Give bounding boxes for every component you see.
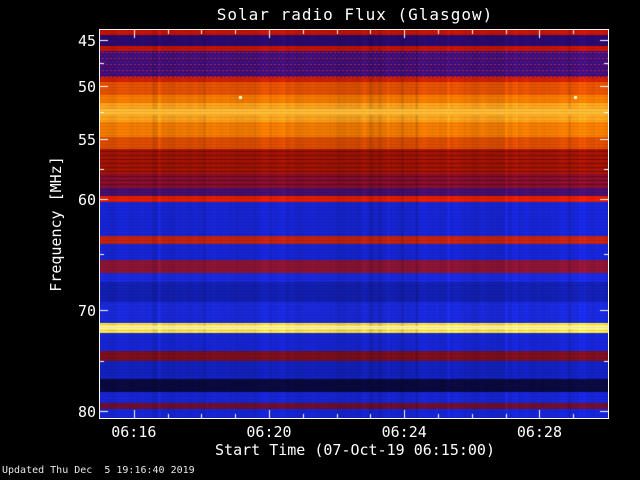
x-tick-label: 06:24 (381, 423, 427, 441)
y-tick-label: 80 (77, 403, 96, 422)
x-axis-label: Start Time (07-Oct-19 06:15:00) (215, 441, 495, 459)
y-tick-label: 60 (77, 190, 96, 209)
plot-area (99, 29, 609, 419)
y-tick-label: 55 (77, 130, 96, 149)
y-tick-label: 70 (77, 302, 96, 321)
x-tick-label: 06:16 (111, 423, 157, 441)
x-tick-label: 06:28 (516, 423, 562, 441)
spectrogram-canvas (100, 30, 608, 418)
chart-title: Solar radio Flux (Glasgow) (216, 5, 494, 24)
y-tick-label: 50 (77, 77, 96, 96)
x-tick-label: 06:20 (246, 423, 292, 441)
y-tick-label: 45 (77, 32, 96, 51)
updated-timestamp: Updated Thu Dec 5 19:16:40 2019 (2, 465, 195, 476)
y-axis-label: Frequency [MHz] (47, 156, 65, 292)
